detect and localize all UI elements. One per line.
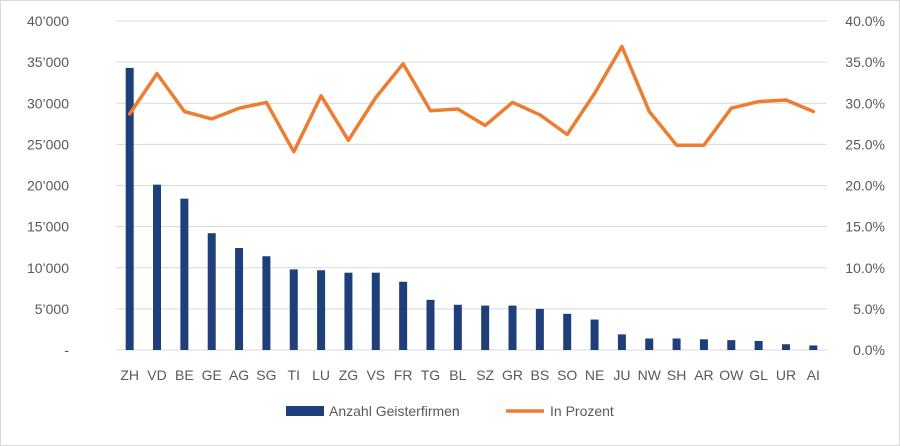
bar [563, 313, 572, 350]
y2-tick-label: 25.0% [845, 136, 885, 152]
y-tick-label: - [64, 342, 69, 358]
bar [371, 272, 380, 350]
x-tick-label: LU [312, 367, 330, 383]
bar [207, 233, 216, 350]
y2-tick-label: 20.0% [845, 178, 885, 194]
y2-tick-label: 10.0% [845, 260, 885, 276]
bar [699, 339, 708, 350]
y-tick-label: 15’000 [27, 219, 69, 235]
line-series [127, 44, 816, 154]
bar [672, 338, 681, 350]
bar [617, 334, 626, 350]
x-tick-label: OW [719, 367, 744, 383]
x-tick-label: TI [288, 367, 300, 383]
bar [809, 345, 818, 350]
bar [645, 338, 654, 350]
y-tick-label: 40’000 [27, 13, 69, 29]
x-tick-label: SO [557, 367, 577, 383]
y2-tick-label: 30.0% [845, 95, 885, 111]
y-axis-left: - 5’000 10’000 15’000 20’000 25’000 30’000 35’0… [27, 13, 69, 358]
bar [125, 67, 134, 350]
y-tick-label: 35’000 [27, 54, 69, 70]
x-axis: ZH VD BE GE AG SG TI LU ZG VS FR TG BL SZ GR BS SO NE JU NW… [120, 367, 820, 383]
x-tick-label: VS [366, 367, 385, 383]
bar [453, 304, 462, 350]
x-tick-label: BL [449, 367, 466, 383]
bar-series [125, 67, 818, 350]
x-tick-label: NE [585, 367, 604, 383]
y2-tick-label: 5.0% [853, 301, 885, 317]
bar [399, 281, 408, 350]
x-tick-label: VD [147, 367, 166, 383]
y-tick-label: 5’000 [35, 301, 69, 317]
bar [754, 340, 763, 350]
x-tick-label: FR [394, 367, 413, 383]
bar [180, 198, 189, 350]
x-tick-label: SH [667, 367, 686, 383]
y2-tick-label: 35.0% [845, 54, 885, 70]
y2-tick-label: 40.0% [845, 13, 885, 29]
x-tick-label: JU [613, 367, 630, 383]
legend-label-bar: Anzahl Geisterfirmen [329, 403, 460, 419]
x-tick-label: ZG [339, 367, 358, 383]
y-axis-right: 0.0% 5.0% 10.0% 15.0% 20.0% 25.0% 30.0% 35.0% 40… [845, 13, 885, 358]
legend: Anzahl Geisterfirmen In Prozent [286, 403, 614, 419]
x-tick-label: GE [202, 367, 222, 383]
bar [508, 305, 517, 350]
x-tick-label: GR [502, 367, 523, 383]
y2-tick-label: 0.0% [853, 342, 885, 358]
x-tick-label: SZ [476, 367, 494, 383]
bar [344, 272, 353, 350]
y2-tick-label: 15.0% [845, 219, 885, 235]
x-tick-label: BE [175, 367, 194, 383]
y-tick-label: 20’000 [27, 178, 69, 194]
bar [781, 344, 790, 350]
x-tick-label: AG [229, 367, 249, 383]
x-tick-label: UR [776, 367, 796, 383]
bar [481, 305, 490, 350]
x-tick-label: AR [694, 367, 713, 383]
y-tick-label: 10’000 [27, 260, 69, 276]
bar [727, 340, 736, 350]
x-tick-label: AI [807, 367, 820, 383]
bar [153, 184, 162, 350]
x-tick-label: NW [638, 367, 662, 383]
bar [535, 308, 544, 350]
y-tick-label: 25’000 [27, 136, 69, 152]
bar [426, 299, 435, 350]
line-path [127, 44, 816, 154]
bar [590, 319, 599, 350]
x-tick-label: ZH [120, 367, 139, 383]
bar [317, 270, 326, 350]
legend-label-line: In Prozent [550, 403, 614, 419]
gridlines [116, 20, 827, 351]
x-tick-label: GL [749, 367, 768, 383]
bar [289, 269, 298, 350]
x-tick-label: BS [531, 367, 550, 383]
x-tick-label: TG [421, 367, 440, 383]
y-tick-label: 30’000 [27, 95, 69, 111]
bar [262, 256, 271, 350]
x-tick-label: SG [256, 367, 276, 383]
legend-swatch-bar [286, 406, 324, 416]
bar [235, 248, 244, 350]
